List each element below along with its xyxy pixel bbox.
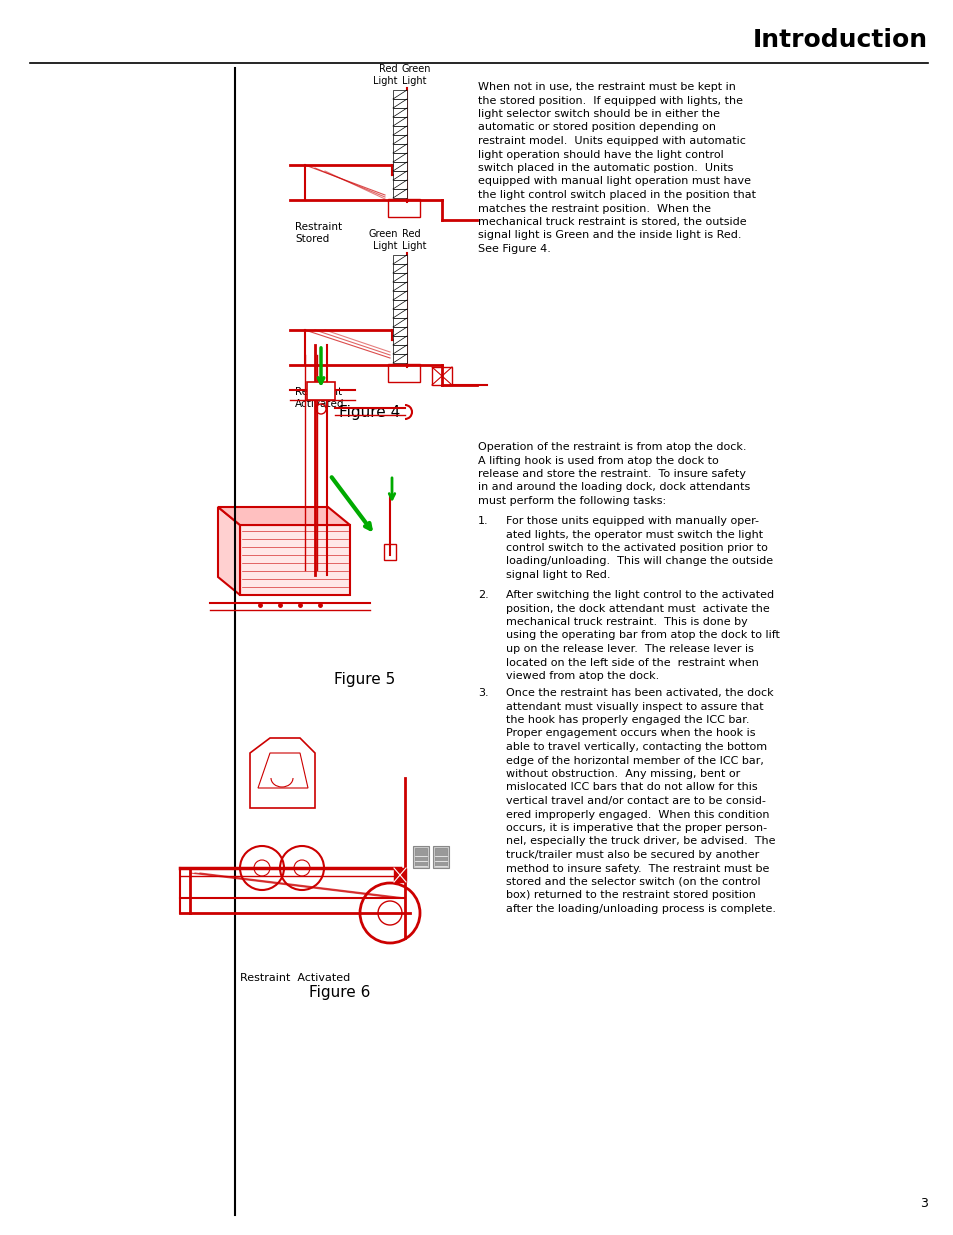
Text: When not in use, the restraint must be kept in: When not in use, the restraint must be k… [477,82,735,91]
Text: light selector switch should be in either the: light selector switch should be in eithe… [477,109,720,119]
Text: equipped with manual light operation must have: equipped with manual light operation mus… [477,177,750,186]
Text: edge of the horizontal member of the ICC bar,: edge of the horizontal member of the ICC… [505,756,763,766]
Text: mislocated ICC bars that do not allow for this: mislocated ICC bars that do not allow fo… [505,783,757,793]
Bar [432,367,452,385]
Text: up on the release lever.  The release lever is: up on the release lever. The release lev… [505,643,753,655]
Bar [393,189,407,198]
Text: 2.: 2. [477,590,488,600]
Text: Figure 6: Figure 6 [309,986,371,1000]
Text: Figure 4: Figure 4 [339,405,400,420]
Text: mechanical truck restraint is stored, the outside: mechanical truck restraint is stored, th… [477,217,746,227]
Bar [393,107,407,117]
Bar [388,364,419,382]
Text: Restraint  Activated: Restraint Activated [239,973,350,983]
Bar [307,382,335,400]
Bar [433,846,449,868]
Text: loading/unloading.  This will change the outside: loading/unloading. This will change the … [505,557,772,567]
Bar [393,162,407,170]
Text: Proper engagement occurs when the hook is: Proper engagement occurs when the hook i… [505,729,755,739]
Text: the stored position.  If equipped with lights, the: the stored position. If equipped with li… [477,95,742,105]
Text: the hook has properly engaged the ICC bar.: the hook has properly engaged the ICC ba… [505,715,749,725]
Bar [435,848,447,866]
Text: Red
Light: Red Light [401,230,426,251]
Polygon shape [218,508,240,595]
Text: Once the restraint has been activated, the dock: Once the restraint has been activated, t… [505,688,773,698]
Text: ated lights, the operator must switch the light: ated lights, the operator must switch th… [505,530,762,540]
Bar [393,180,407,189]
Text: Red
Light: Red Light [374,64,397,86]
Bar [393,354,407,363]
Bar [394,868,406,882]
Text: automatic or stored position depending on: automatic or stored position depending o… [477,122,716,132]
Text: Figure 5: Figure 5 [334,672,395,687]
Bar [413,846,429,868]
Text: 3: 3 [919,1197,927,1210]
Bar [393,117,407,126]
Bar [393,254,407,264]
Polygon shape [218,508,350,525]
Text: truck/trailer must also be secured by another: truck/trailer must also be secured by an… [505,850,759,860]
Text: method to insure safety.  The restraint must be: method to insure safety. The restraint m… [505,863,768,873]
Text: 1.: 1. [477,516,488,526]
Text: signal light is Green and the inside light is Red.: signal light is Green and the inside lig… [477,231,740,241]
Bar [384,543,395,559]
Text: position, the dock attendant must  activate the: position, the dock attendant must activa… [505,604,769,614]
Text: using the operating bar from atop the dock to lift: using the operating bar from atop the do… [505,631,779,641]
Text: viewed from atop the dock.: viewed from atop the dock. [505,671,659,680]
Text: able to travel vertically, contacting the bottom: able to travel vertically, contacting th… [505,742,766,752]
Text: switch placed in the automatic postion.  Units: switch placed in the automatic postion. … [477,163,733,173]
Text: For those units equipped with manually oper-: For those units equipped with manually o… [505,516,759,526]
Text: After switching the light control to the activated: After switching the light control to the… [505,590,773,600]
Text: stored and the selector switch (on the control: stored and the selector switch (on the c… [505,877,760,887]
Text: ered improperly engaged.  When this condition: ered improperly engaged. When this condi… [505,809,769,820]
Text: See Figure 4.: See Figure 4. [477,245,550,254]
Text: restraint model.  Units equipped with automatic: restraint model. Units equipped with aut… [477,136,745,146]
Text: nel, especially the truck driver, be advised.  The: nel, especially the truck driver, be adv… [505,836,775,846]
Bar [393,291,407,300]
Text: control switch to the activated position prior to: control switch to the activated position… [505,543,767,553]
Bar [393,153,407,162]
Text: Green
Light: Green Light [368,230,397,251]
Bar [393,282,407,291]
Text: Operation of the restraint is from atop the dock.: Operation of the restraint is from atop … [477,442,745,452]
Bar [393,135,407,144]
Text: Restraint
Activated: Restraint Activated [294,387,344,409]
Bar [393,273,407,282]
Bar [393,90,407,99]
Text: attendant must visually inspect to assure that: attendant must visually inspect to assur… [505,701,762,711]
Text: box) returned to the restraint stored position: box) returned to the restraint stored po… [505,890,755,900]
Bar [393,264,407,273]
Bar [415,848,427,866]
Text: 3.: 3. [477,688,488,698]
Bar [393,144,407,153]
Text: the light control switch placed in the position that: the light control switch placed in the p… [477,190,755,200]
Bar [393,300,407,309]
Bar [393,336,407,345]
Bar [393,317,407,327]
Text: Restraint
Stored: Restraint Stored [294,222,342,245]
Bar [393,99,407,107]
Text: matches the restraint position.  When the: matches the restraint position. When the [477,204,710,214]
Text: without obstruction.  Any missing, bent or: without obstruction. Any missing, bent o… [505,769,740,779]
Text: Green
Light: Green Light [401,64,431,86]
Text: vertical travel and/or contact are to be consid-: vertical travel and/or contact are to be… [505,797,765,806]
Text: located on the left side of the  restraint when: located on the left side of the restrain… [505,657,758,667]
Bar [393,345,407,354]
Bar [388,199,419,217]
Bar [393,309,407,317]
Text: must perform the following tasks:: must perform the following tasks: [477,496,665,506]
Text: release and store the restraint.  To insure safety: release and store the restraint. To insu… [477,469,745,479]
Bar [393,126,407,135]
Text: Introduction: Introduction [752,28,927,52]
Text: signal light to Red.: signal light to Red. [505,571,610,580]
Text: after the loading/unloading process is complete.: after the loading/unloading process is c… [505,904,775,914]
Bar [393,327,407,336]
Text: in and around the loading dock, dock attendants: in and around the loading dock, dock att… [477,483,749,493]
Text: A lifting hook is used from atop the dock to: A lifting hook is used from atop the doc… [477,456,718,466]
Bar [393,170,407,180]
Text: light operation should have the light control: light operation should have the light co… [477,149,723,159]
Bar [240,525,350,595]
Text: mechanical truck restraint.  This is done by: mechanical truck restraint. This is done… [505,618,747,627]
Text: occurs, it is imperative that the proper person-: occurs, it is imperative that the proper… [505,823,766,832]
